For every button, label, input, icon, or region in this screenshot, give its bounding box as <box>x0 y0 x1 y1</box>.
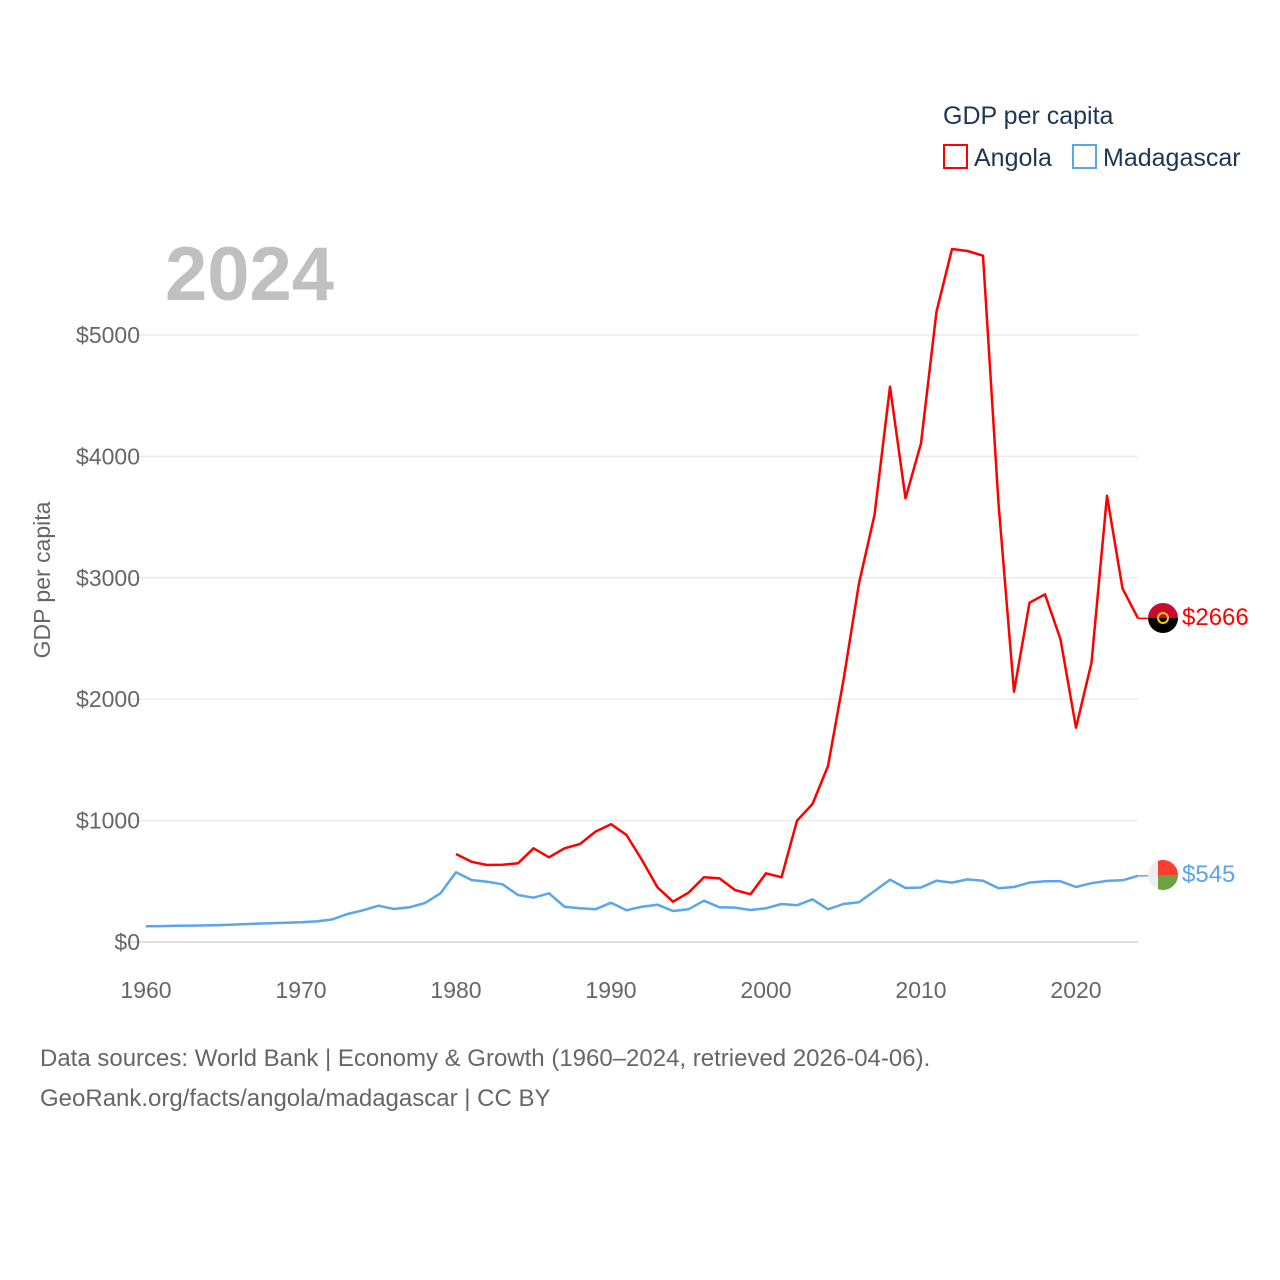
x-tick-label: 1960 <box>120 977 171 1003</box>
series-line-angola <box>455 247 1140 903</box>
footer-credit: GeoRank.org/facts/angola/madagascar | CC… <box>40 1085 551 1112</box>
y-tick-label: $3000 <box>76 565 140 591</box>
legend: GDP per capita Angola Madagascar <box>943 102 1241 172</box>
series-line-madagascar <box>145 871 1139 928</box>
angola-end-label: $2666 <box>1182 604 1249 631</box>
madagascar-flag-icon <box>1148 860 1178 890</box>
x-tick-label: 1980 <box>430 977 481 1003</box>
legend-title: GDP per capita <box>943 102 1114 130</box>
x-tick-label: 2000 <box>740 977 791 1003</box>
legend-swatch-madagascar <box>1072 144 1097 169</box>
legend-swatch-angola <box>943 144 968 169</box>
y-tick-label: $1000 <box>76 808 140 834</box>
x-tick-label: 1970 <box>275 977 326 1003</box>
x-tick-label: 2020 <box>1050 977 1101 1003</box>
x-tick-label: 2010 <box>895 977 946 1003</box>
madagascar-end-label: $545 <box>1182 861 1235 888</box>
y-axis-ticks: $0 $1000 $2000 $3000 $4000 $5000 <box>76 322 140 955</box>
gridlines <box>130 334 1138 943</box>
y-axis-label: GDP per capita <box>29 501 55 658</box>
footer-sources: Data sources: World Bank | Economy & Gro… <box>40 1045 931 1072</box>
y-tick-label: $5000 <box>76 322 140 348</box>
y-tick-label: $2000 <box>76 686 140 712</box>
x-tick-label: 1990 <box>585 977 636 1003</box>
legend-label-angola: Angola <box>974 144 1052 172</box>
angola-flag-icon <box>1148 603 1178 633</box>
x-axis-ticks: 1960 1970 1980 1990 2000 2010 2020 <box>120 977 1101 1003</box>
legend-label-madagascar: Madagascar <box>1103 144 1241 172</box>
year-label: 2024 <box>165 232 334 317</box>
y-tick-label: $0 <box>114 929 140 955</box>
y-tick-label: $4000 <box>76 443 140 469</box>
series-lines <box>145 247 1148 928</box>
